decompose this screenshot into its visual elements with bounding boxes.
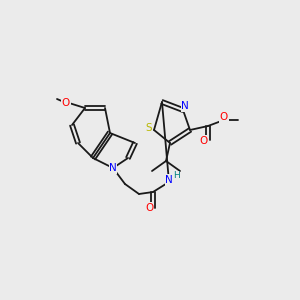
Text: O: O [62,98,70,108]
Text: H: H [172,172,179,181]
Text: O: O [220,112,228,122]
Text: N: N [181,101,189,111]
Text: S: S [146,123,152,133]
Text: O: O [200,136,208,146]
Text: N: N [109,163,117,173]
Text: O: O [145,203,153,213]
Text: N: N [165,175,173,185]
